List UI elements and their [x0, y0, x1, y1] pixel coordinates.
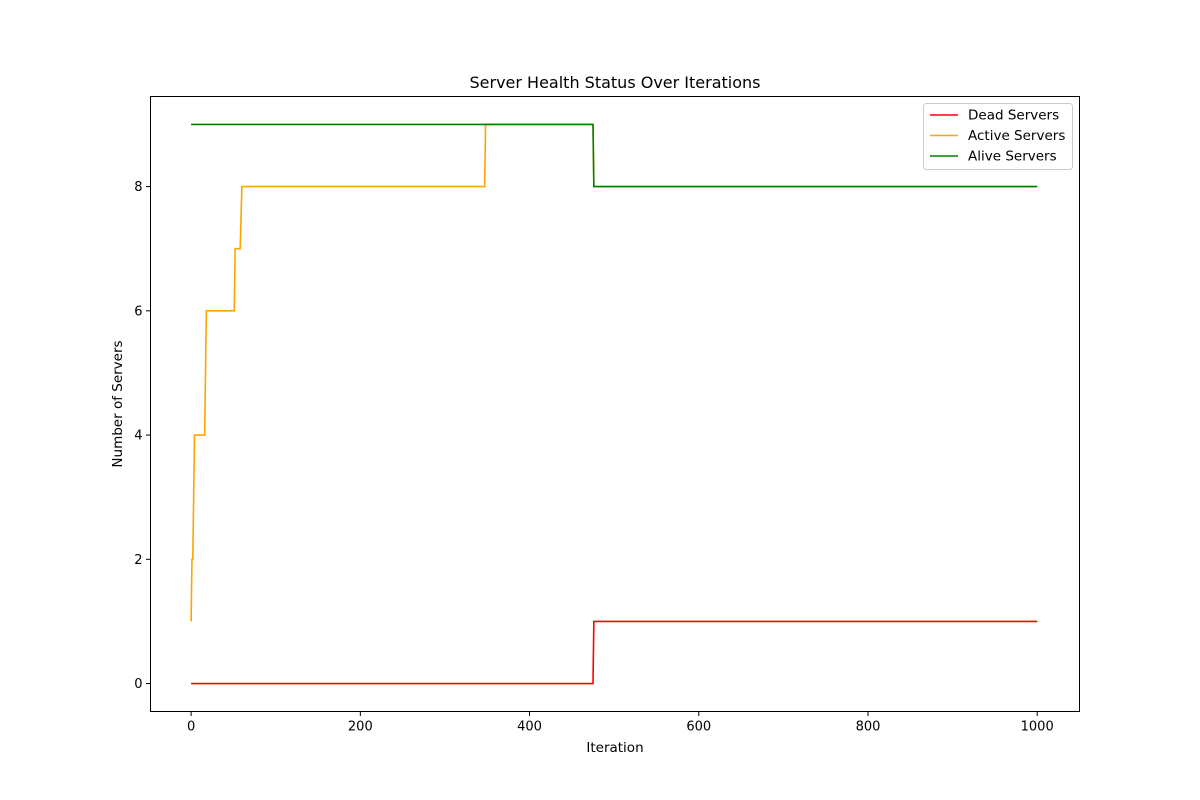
- x-axis-label: Iteration: [586, 740, 643, 756]
- legend-box: [923, 103, 1073, 170]
- x-tick-label: 400: [517, 720, 542, 735]
- chart-title: Server Health Status Over Iterations: [469, 73, 760, 92]
- y-tick-label: 6: [134, 304, 142, 319]
- axes-frame: [150, 96, 1080, 712]
- legend-label: Active Servers: [968, 128, 1065, 144]
- series-line-dead-servers: [191, 620, 1038, 685]
- y-tick-label: 2: [134, 553, 142, 568]
- legend-label: Dead Servers: [968, 108, 1059, 124]
- legend: Dead Servers Active Servers Alive Servers: [923, 103, 1073, 170]
- x-tick-label: 0: [187, 720, 195, 735]
- y-tick-label: 8: [134, 180, 142, 195]
- x-tick-label: 800: [856, 720, 881, 735]
- y-tick-label: 4: [134, 429, 142, 444]
- axis-ticks: 0 200 400 600 800 1000 0 2 4 6 8: [134, 180, 1054, 734]
- plot-area: [190, 123, 1038, 685]
- x-tick-label: 600: [686, 720, 711, 735]
- x-tick-label: 200: [348, 720, 373, 735]
- y-axis-label: Number of Servers: [110, 340, 126, 467]
- series-line-alive-servers: [191, 123, 1038, 188]
- x-tick-label: 1000: [1021, 720, 1054, 735]
- legend-label: Alive Servers: [968, 149, 1057, 165]
- y-tick-label: 0: [134, 677, 142, 692]
